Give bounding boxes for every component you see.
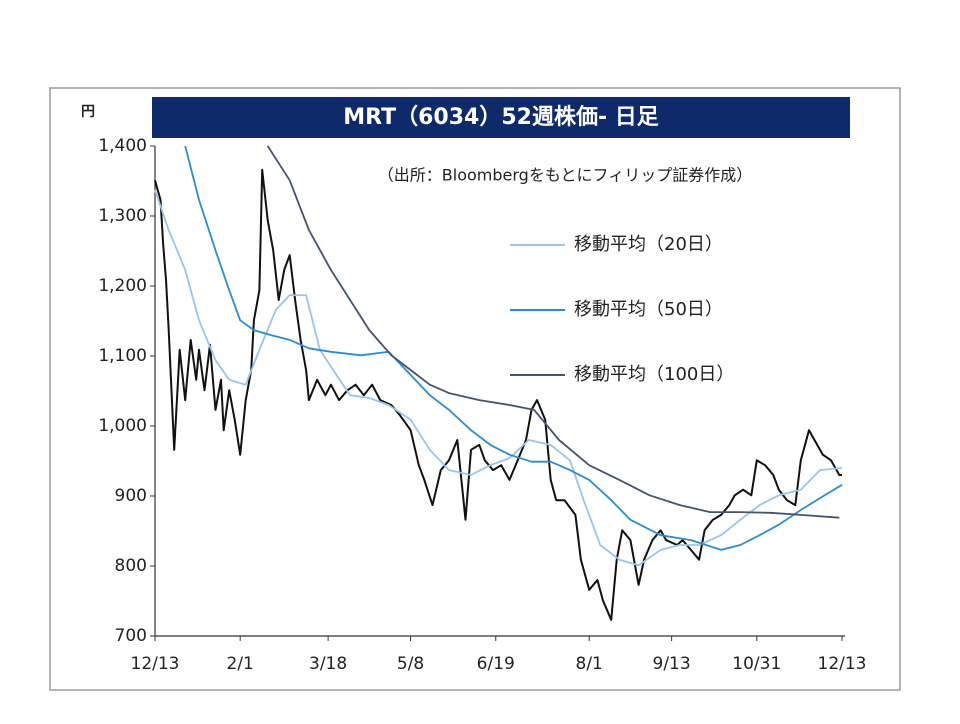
legend-label: 移動平均（100日）	[574, 364, 734, 385]
legend-label: 移動平均（50日）	[574, 299, 723, 320]
x-tick-label: 9/13	[653, 654, 691, 674]
series-line	[266, 145, 840, 519]
series-line	[154, 189, 843, 567]
source-note: （出所：Bloombergをもとにフィリップ証券作成）	[378, 166, 752, 185]
chart-title: MRT（6034）52週株価- 日足	[343, 105, 659, 130]
x-tick-label: 6/19	[477, 654, 515, 674]
x-tick-label: 3/18	[309, 654, 347, 674]
x-tick-label: 5/8	[397, 654, 424, 674]
y-tick-label: 1,300	[98, 206, 147, 226]
chart-frame	[49, 87, 901, 691]
x-tick-label: 2/1	[227, 654, 254, 674]
legend-label: 移動平均（20日）	[574, 234, 723, 255]
title-banner	[152, 97, 850, 138]
y-tick-label: 1,400	[98, 136, 147, 156]
x-tick-label: 12/13	[131, 654, 180, 674]
x-tick-label: 12/13	[818, 654, 867, 674]
y-tick-label: 900	[115, 486, 147, 506]
series-line	[154, 168, 842, 621]
y-tick-label: 1,100	[98, 346, 147, 366]
x-tick-label: 8/1	[576, 654, 603, 674]
y-tick-label: 1,200	[98, 276, 147, 296]
series-line	[184, 145, 843, 551]
y-unit: 円	[81, 104, 95, 120]
y-tick-label: 700	[115, 626, 147, 646]
y-tick-label: 800	[115, 556, 147, 576]
y-tick-label: 1,000	[98, 416, 147, 436]
x-tick-label: 10/31	[732, 654, 781, 674]
